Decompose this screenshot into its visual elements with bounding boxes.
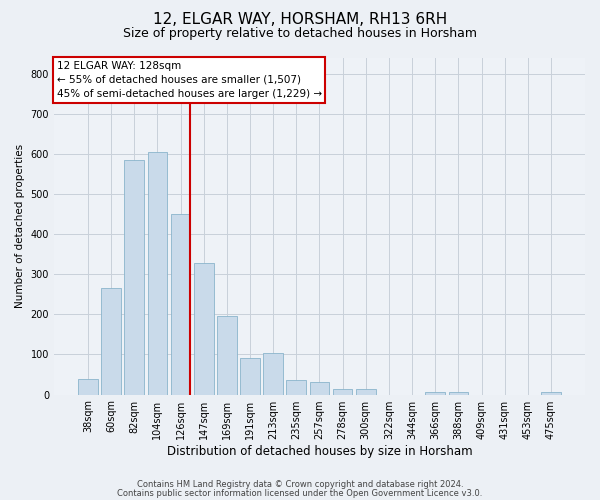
Bar <box>124 160 144 394</box>
Bar <box>310 382 329 394</box>
Y-axis label: Number of detached properties: Number of detached properties <box>15 144 25 308</box>
Bar <box>449 392 468 394</box>
Bar <box>286 380 306 394</box>
Bar <box>541 392 561 394</box>
Bar <box>101 288 121 395</box>
Bar <box>263 354 283 395</box>
Text: 12 ELGAR WAY: 128sqm
← 55% of detached houses are smaller (1,507)
45% of semi-de: 12 ELGAR WAY: 128sqm ← 55% of detached h… <box>56 61 322 99</box>
Bar <box>148 152 167 394</box>
Text: 12, ELGAR WAY, HORSHAM, RH13 6RH: 12, ELGAR WAY, HORSHAM, RH13 6RH <box>153 12 447 28</box>
Bar <box>240 358 260 394</box>
Bar <box>194 263 214 394</box>
Bar <box>333 389 352 394</box>
Bar <box>425 392 445 394</box>
Text: Size of property relative to detached houses in Horsham: Size of property relative to detached ho… <box>123 28 477 40</box>
X-axis label: Distribution of detached houses by size in Horsham: Distribution of detached houses by size … <box>167 444 472 458</box>
Bar <box>217 316 236 394</box>
Text: Contains HM Land Registry data © Crown copyright and database right 2024.: Contains HM Land Registry data © Crown c… <box>137 480 463 489</box>
Bar <box>78 380 98 394</box>
Text: Contains public sector information licensed under the Open Government Licence v3: Contains public sector information licen… <box>118 488 482 498</box>
Bar <box>356 390 376 394</box>
Bar <box>170 214 190 394</box>
